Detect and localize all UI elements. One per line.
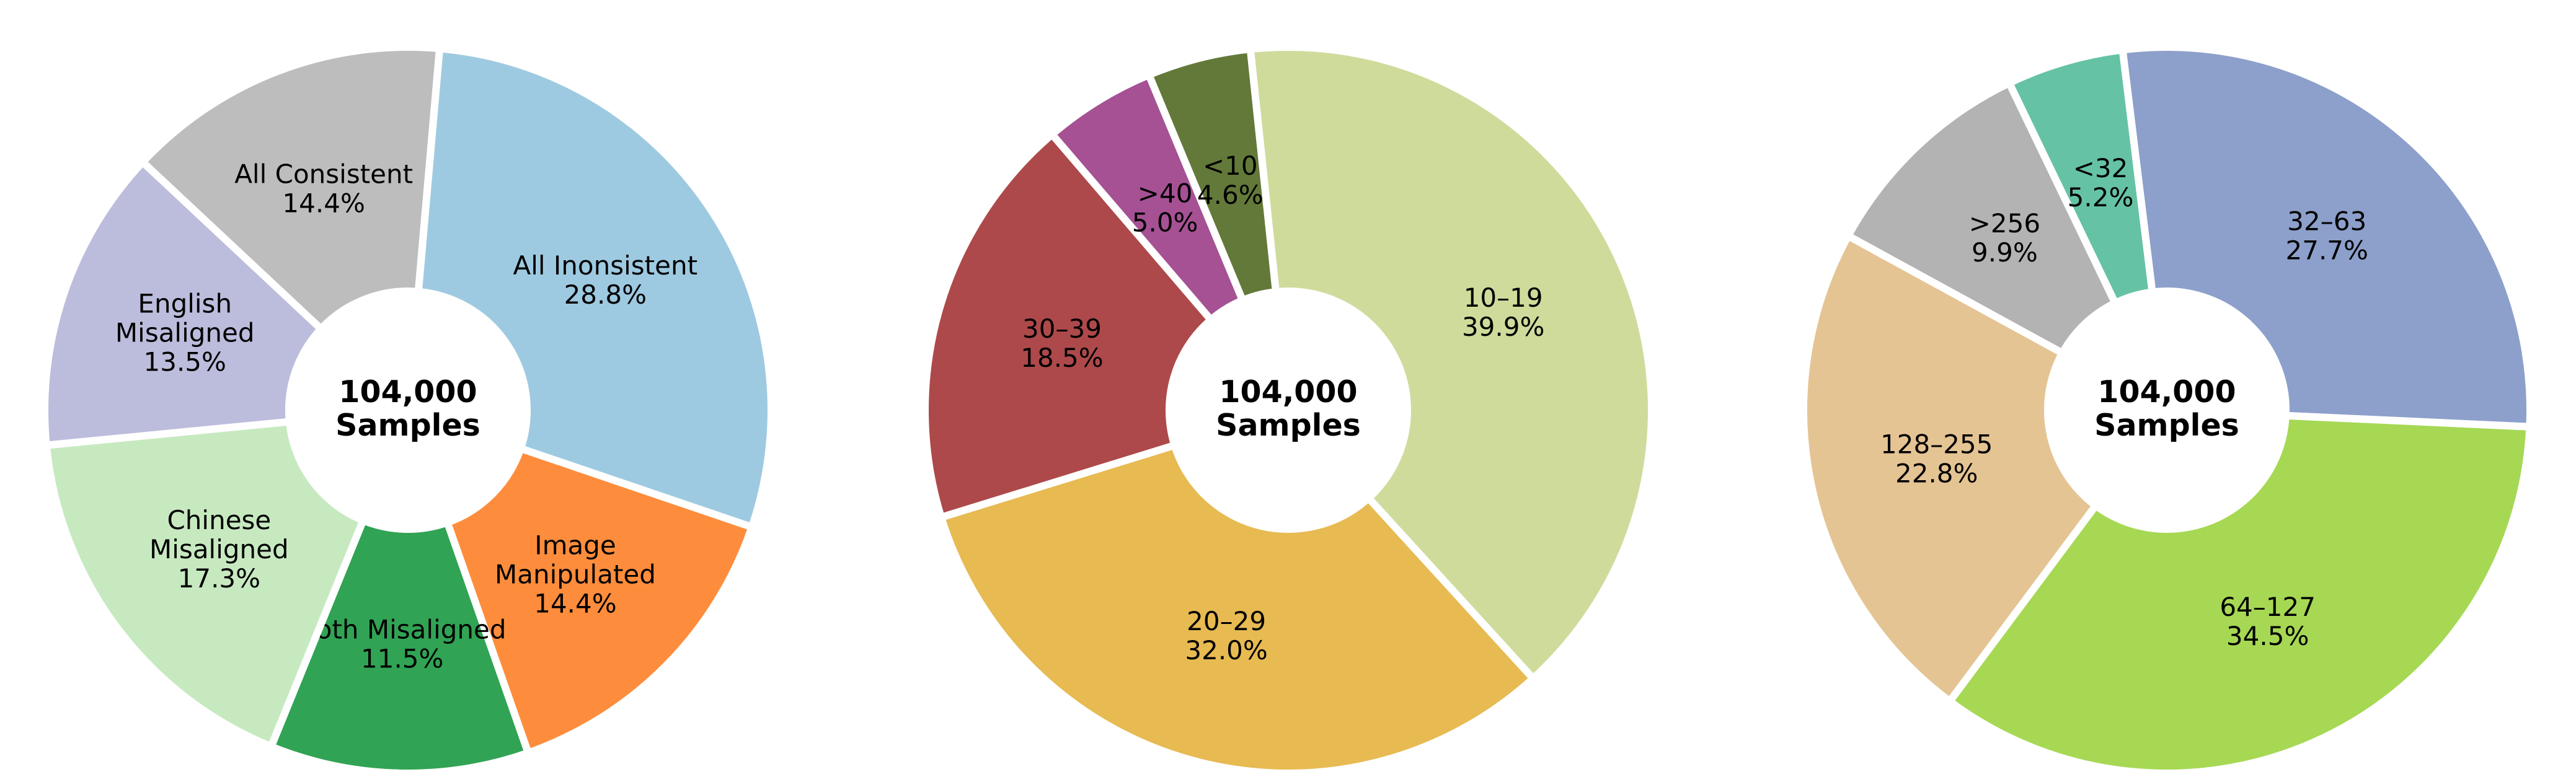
slice-label: 64–127 34.5% — [2220, 591, 2316, 651]
donut-chart-3: 32–63 27.7% 64–127 34.5% 128–255 22.8% >256 9.9… — [1800, 43, 2534, 777]
pie-slice — [442, 444, 757, 758]
pie-slice — [137, 43, 444, 335]
slice-label: All Consistent 14.4% — [234, 159, 413, 218]
slice-label: All Inonsistent 28.8% — [513, 250, 698, 309]
pie-slice — [42, 417, 368, 752]
pie-slice — [2118, 43, 2534, 431]
slice-label: >256 9.9% — [1969, 208, 2040, 267]
pie-slice — [1843, 77, 2120, 358]
slice-label: >40 5.0% — [1132, 178, 1198, 237]
slice-label: Chinese Misaligned 17.3% — [149, 505, 289, 594]
pie-slice — [1800, 230, 2101, 707]
center-label: 104,000 Samples — [2094, 374, 2239, 443]
pie-slice — [414, 44, 775, 532]
slice-label: 20–29 32.0% — [1185, 606, 1267, 665]
slice-label: 32–63 27.7% — [2286, 206, 2368, 265]
pie-slice — [41, 157, 327, 450]
center-label: 104,000 Samples — [1216, 374, 1361, 443]
pie-slice — [2004, 45, 2157, 309]
slice-label: 10–19 39.9% — [1462, 282, 1544, 341]
donut-chart-1: All Inonsistent 28.8% Image Manipulated 14.4… — [41, 43, 775, 777]
center-label: 104,000 Samples — [335, 374, 480, 443]
slice-label: <32 5.2% — [2068, 152, 2134, 212]
donut-chart-2: 10–19 39.9% 20–29 32.0% 30–39 18.5% >40 5.0%<10… — [921, 43, 1655, 777]
pie-slice — [921, 129, 1216, 522]
pie-slice — [1944, 411, 2534, 777]
slice-label: <10 4.6% — [1197, 151, 1264, 210]
pie-slice — [1144, 45, 1280, 305]
slice-label: Both Misaligned 11.5% — [298, 614, 507, 674]
pie-slice — [936, 441, 1539, 777]
slice-label: Image Manipulated 14.4% — [495, 530, 656, 618]
pie-slice — [1246, 43, 1655, 684]
slice-label: 128–255 22.8% — [1880, 429, 1993, 488]
slice-label: English Misaligned 13.5% — [115, 288, 255, 377]
slice-label: 30–39 18.5% — [1020, 313, 1103, 372]
pie-slice — [266, 516, 533, 777]
